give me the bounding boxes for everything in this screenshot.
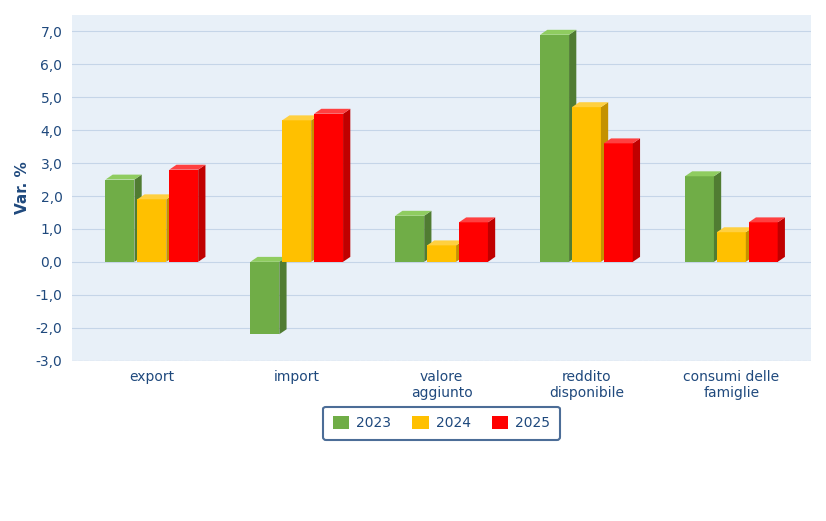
Bar <box>540 35 569 262</box>
Polygon shape <box>135 175 142 262</box>
Polygon shape <box>137 194 173 200</box>
Polygon shape <box>572 102 608 107</box>
Polygon shape <box>425 211 431 262</box>
Bar <box>685 176 714 262</box>
Polygon shape <box>459 217 495 222</box>
Bar <box>572 107 601 262</box>
Bar <box>427 245 456 262</box>
Bar <box>459 222 488 262</box>
Polygon shape <box>714 171 721 262</box>
Polygon shape <box>311 115 319 262</box>
Bar <box>137 200 166 262</box>
Polygon shape <box>685 171 721 176</box>
Polygon shape <box>395 211 431 216</box>
Bar <box>717 232 746 262</box>
Polygon shape <box>778 217 785 262</box>
Bar <box>106 180 135 262</box>
Polygon shape <box>166 194 173 262</box>
Bar <box>395 216 425 262</box>
Polygon shape <box>488 217 495 262</box>
Polygon shape <box>169 165 206 170</box>
Polygon shape <box>717 227 753 232</box>
Polygon shape <box>601 102 608 262</box>
Polygon shape <box>633 139 640 262</box>
Bar <box>250 262 279 334</box>
Polygon shape <box>279 257 287 334</box>
Bar <box>604 143 633 262</box>
Polygon shape <box>540 30 577 35</box>
Polygon shape <box>427 240 463 245</box>
Polygon shape <box>282 115 319 120</box>
Bar <box>314 114 343 262</box>
Bar <box>282 120 311 262</box>
Y-axis label: Var. %: Var. % <box>15 162 30 214</box>
Polygon shape <box>250 257 287 262</box>
Polygon shape <box>343 109 350 262</box>
Polygon shape <box>569 30 577 262</box>
Polygon shape <box>314 109 350 114</box>
Polygon shape <box>198 165 206 262</box>
Bar <box>748 222 778 262</box>
Polygon shape <box>748 217 785 222</box>
Polygon shape <box>746 227 753 262</box>
Legend: 2023, 2024, 2025: 2023, 2024, 2025 <box>323 406 560 440</box>
Bar <box>169 170 198 262</box>
Polygon shape <box>456 240 463 262</box>
Polygon shape <box>106 175 142 180</box>
Polygon shape <box>604 139 640 143</box>
